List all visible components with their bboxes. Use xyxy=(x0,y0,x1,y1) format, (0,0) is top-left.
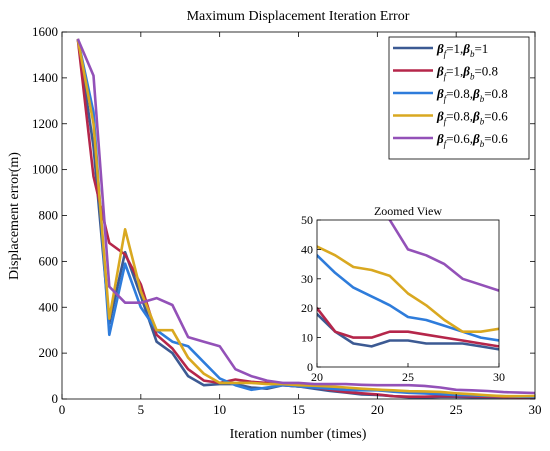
series-line-5 xyxy=(76,38,535,395)
inset-x-tick-label: 20 xyxy=(311,370,323,384)
y-tick-label: 600 xyxy=(39,253,59,268)
y-tick-label: 200 xyxy=(39,345,59,360)
x-tick-label: 0 xyxy=(59,402,66,417)
inset-title: Zoomed View xyxy=(374,204,442,218)
x-tick-label: 15 xyxy=(292,402,305,417)
chart-title: Maximum Displacement Iteration Error xyxy=(187,9,410,24)
y-tick-label: 1600 xyxy=(32,24,58,39)
y-tick-label: 1400 xyxy=(32,70,58,85)
inset-x-tick-label: 25 xyxy=(402,370,414,384)
legend-label-2: βf=1,βb=0.8 xyxy=(436,64,498,82)
inset-y-tick-label: 10 xyxy=(301,331,313,345)
inset-series-line-5 xyxy=(388,220,499,292)
inset-series-line-4 xyxy=(317,244,499,334)
legend-label-1: βf=1,βb=1 xyxy=(436,41,488,59)
x-tick-label: 20 xyxy=(371,402,384,417)
inset-y-tick-label: 20 xyxy=(301,301,313,315)
legend-items: βf=1,βb=1 βf=1,βb=0.8 βf=0.8,βb=0.8 βf=0.8,… xyxy=(393,41,508,149)
x-axis-ticks: 0 5 10 15 20 25 30 xyxy=(59,32,542,417)
x-tick-label: 25 xyxy=(450,402,463,417)
inset-y-tick-label: 30 xyxy=(301,272,313,286)
y-tick-label: 1000 xyxy=(32,162,58,177)
x-tick-label: 30 xyxy=(529,402,542,417)
y-tick-label: 400 xyxy=(39,299,59,314)
legend-label-5: βf=0.6,βb=0.6 xyxy=(436,131,508,149)
x-tick-label: 5 xyxy=(138,402,145,417)
legend: βf=1,βb=1 βf=1,βb=0.8 βf=0.8,βb=0.8 βf=0.8,… xyxy=(388,36,530,160)
legend-label-3: βf=0.8,βb=0.8 xyxy=(436,86,508,104)
legend-label-4: βf=0.8,βb=0.6 xyxy=(436,109,508,127)
inset-x-axis-ticks: 20 25 30 xyxy=(311,363,505,384)
y-tick-label: 800 xyxy=(39,208,59,223)
inset-y-tick-label: 40 xyxy=(301,242,313,256)
inset-y-tick-label: 0 xyxy=(307,360,313,374)
zoomed-inset: Zoomed View 20 25 30 0 10 20 30 40 50 xyxy=(301,204,505,384)
x-axis-label: Iteration number (times) xyxy=(230,427,367,442)
inset-x-tick-label: 30 xyxy=(493,370,505,384)
y-axis-label: Displacement error(m) xyxy=(7,152,22,280)
inset-series-line-2 xyxy=(317,306,499,348)
inset-series-group xyxy=(317,220,499,351)
y-tick-label: 0 xyxy=(52,391,59,406)
inset-y-axis-ticks: 0 10 20 30 40 50 xyxy=(301,213,321,374)
main-series-group xyxy=(76,38,535,399)
series-line-4 xyxy=(76,38,535,398)
x-tick-label: 10 xyxy=(213,402,226,417)
y-tick-label: 1200 xyxy=(32,116,58,131)
inset-y-tick-label: 50 xyxy=(301,213,313,227)
